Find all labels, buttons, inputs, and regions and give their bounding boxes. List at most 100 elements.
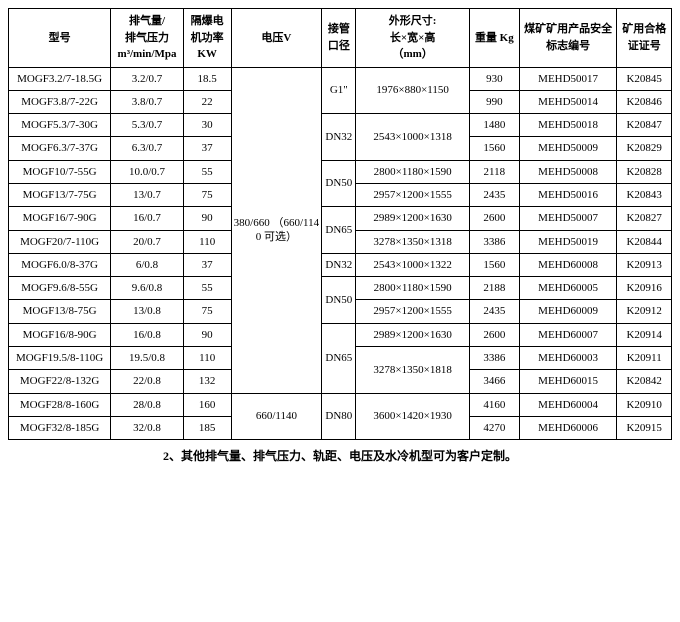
cell-model: MOGF32/8-185G — [9, 416, 111, 439]
cell-power: 37 — [183, 253, 231, 276]
cell-cert: K20911 — [617, 347, 672, 370]
cell-model: MOGF19.5/8-110G — [9, 347, 111, 370]
cell-safety: MEHD60007 — [519, 323, 617, 346]
cell-exhaust: 6/0.8 — [111, 253, 184, 276]
cell-size: 2543×1000×1322 — [356, 253, 470, 276]
cell-power: 132 — [183, 370, 231, 393]
cell-weight: 2600 — [469, 323, 519, 346]
cell-cert: K20914 — [617, 323, 672, 346]
cell-weight: 990 — [469, 90, 519, 113]
cell-weight: 2600 — [469, 207, 519, 230]
cell-model: MOGF3.2/7-18.5G — [9, 67, 111, 90]
cell-safety: MEHD60015 — [519, 370, 617, 393]
cell-exhaust: 6.3/0.7 — [111, 137, 184, 160]
cell-exhaust: 32/0.8 — [111, 416, 184, 439]
cell-weight: 3386 — [469, 230, 519, 253]
cell-pipe: DN65 — [322, 323, 356, 393]
cell-size: 2957×1200×1555 — [356, 300, 470, 323]
cell-cert: K20828 — [617, 160, 672, 183]
cell-cert: K20912 — [617, 300, 672, 323]
table-row: MOGF10/7-55G 10.0/0.7 55 DN50 2800×1180×… — [9, 160, 672, 183]
cell-power: 22 — [183, 90, 231, 113]
cell-pipe: DN32 — [322, 114, 356, 161]
cell-power: 18.5 — [183, 67, 231, 90]
cell-pipe: DN65 — [322, 207, 356, 254]
cell-size: 2957×1200×1555 — [356, 183, 470, 206]
cell-model: MOGF28/8-160G — [9, 393, 111, 416]
cell-safety: MEHD60004 — [519, 393, 617, 416]
cell-model: MOGF5.3/7-30G — [9, 114, 111, 137]
cell-exhaust: 16/0.7 — [111, 207, 184, 230]
cell-weight: 3466 — [469, 370, 519, 393]
cell-power: 90 — [183, 323, 231, 346]
cell-safety: MEHD50018 — [519, 114, 617, 137]
cell-size: 3278×1350×1318 — [356, 230, 470, 253]
cell-safety: MEHD50019 — [519, 230, 617, 253]
cell-exhaust: 28/0.8 — [111, 393, 184, 416]
cell-weight: 1480 — [469, 114, 519, 137]
cell-cert: K20915 — [617, 416, 672, 439]
cell-model: MOGF6.0/8-37G — [9, 253, 111, 276]
cell-model: MOGF16/8-90G — [9, 323, 111, 346]
cell-size: 2800×1180×1590 — [356, 277, 470, 300]
cell-pipe: G1" — [322, 67, 356, 114]
cell-model: MOGF20/7-110G — [9, 230, 111, 253]
cell-exhaust: 13/0.7 — [111, 183, 184, 206]
cell-model: MOGF13/7-75G — [9, 183, 111, 206]
cell-weight: 2435 — [469, 183, 519, 206]
cell-safety: MEHD50008 — [519, 160, 617, 183]
cell-model: MOGF13/8-75G — [9, 300, 111, 323]
cell-pipe: DN50 — [322, 277, 356, 324]
table-row: MOGF28/8-160G 28/0.8 160 660/1140 DN80 3… — [9, 393, 672, 416]
cell-weight: 1560 — [469, 137, 519, 160]
cell-size: 2800×1180×1590 — [356, 160, 470, 183]
cell-power: 110 — [183, 347, 231, 370]
cell-safety: MEHD50016 — [519, 183, 617, 206]
spec-table: 型号 排气量/排气压力m³/min/Mpa 隔爆电机功率KW 电压V 接管口径 … — [8, 8, 672, 440]
cell-cert: K20827 — [617, 207, 672, 230]
header-row: 型号 排气量/排气压力m³/min/Mpa 隔爆电机功率KW 电压V 接管口径 … — [9, 9, 672, 68]
cell-safety: MEHD50009 — [519, 137, 617, 160]
cell-size: 1976×880×1150 — [356, 67, 470, 114]
cell-power: 185 — [183, 416, 231, 439]
header-exhaust: 排气量/排气压力m³/min/Mpa — [111, 9, 184, 68]
cell-exhaust: 16/0.8 — [111, 323, 184, 346]
cell-model: MOGF3.8/7-22G — [9, 90, 111, 113]
cell-weight: 4160 — [469, 393, 519, 416]
cell-cert: K20842 — [617, 370, 672, 393]
header-model: 型号 — [9, 9, 111, 68]
cell-size: 2989×1200×1630 — [356, 323, 470, 346]
cell-weight: 2435 — [469, 300, 519, 323]
note-line-2: 2、其他排气量、排气压力、轨距、电压及水冷机型可为客户定制。 — [8, 446, 672, 468]
cell-cert: K20845 — [617, 67, 672, 90]
cell-cert: K20843 — [617, 183, 672, 206]
cell-weight: 2188 — [469, 277, 519, 300]
header-cert: 矿用合格证证号 — [617, 9, 672, 68]
cell-cert: K20829 — [617, 137, 672, 160]
cell-weight: 2118 — [469, 160, 519, 183]
cell-safety: MEHD50007 — [519, 207, 617, 230]
cell-pipe: DN80 — [322, 393, 356, 440]
cell-power: 75 — [183, 300, 231, 323]
cell-safety: MEHD50017 — [519, 67, 617, 90]
cell-exhaust: 22/0.8 — [111, 370, 184, 393]
cell-exhaust: 3.8/0.7 — [111, 90, 184, 113]
cell-cert: K20846 — [617, 90, 672, 113]
cell-size: 2543×1000×1318 — [356, 114, 470, 161]
cell-power: 55 — [183, 277, 231, 300]
cell-cert: K20844 — [617, 230, 672, 253]
cell-weight: 1560 — [469, 253, 519, 276]
cell-cert: K20847 — [617, 114, 672, 137]
cell-exhaust: 3.2/0.7 — [111, 67, 184, 90]
header-pipe: 接管口径 — [322, 9, 356, 68]
cell-pipe: DN32 — [322, 253, 356, 276]
cell-model: MOGF9.6/8-55G — [9, 277, 111, 300]
header-safety: 煤矿矿用产品安全标志编号 — [519, 9, 617, 68]
cell-power: 90 — [183, 207, 231, 230]
cell-size: 3278×1350×1818 — [356, 347, 470, 394]
cell-safety: MEHD60005 — [519, 277, 617, 300]
cell-size: 3600×1420×1930 — [356, 393, 470, 440]
header-size: 外形尺寸:长×宽×高（mm） — [356, 9, 470, 68]
header-weight: 重量 Kg — [469, 9, 519, 68]
cell-exhaust: 19.5/0.8 — [111, 347, 184, 370]
